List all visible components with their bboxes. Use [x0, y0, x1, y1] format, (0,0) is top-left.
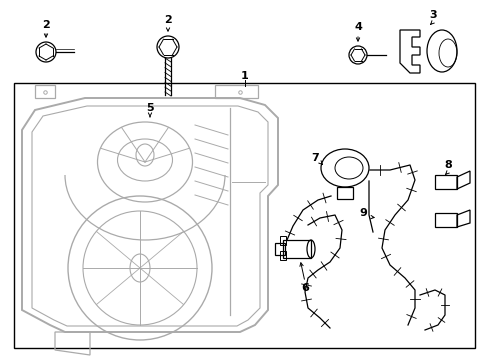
Bar: [14, 83, 474, 348]
Bar: [434, 213, 456, 227]
Text: 7: 7: [310, 153, 318, 163]
Text: 5: 5: [146, 103, 154, 113]
Text: 3: 3: [428, 10, 436, 20]
Bar: [336, 187, 352, 199]
Bar: [283, 240, 310, 258]
Text: 2: 2: [164, 15, 171, 25]
Bar: [280, 236, 285, 245]
Text: 2: 2: [42, 20, 50, 30]
Text: 1: 1: [241, 71, 248, 81]
Text: 8: 8: [443, 160, 451, 170]
Text: 9: 9: [358, 208, 366, 218]
Bar: [434, 175, 456, 189]
Bar: [274, 243, 285, 255]
Text: 4: 4: [353, 22, 361, 32]
Text: 6: 6: [301, 283, 308, 293]
Bar: [280, 251, 285, 260]
